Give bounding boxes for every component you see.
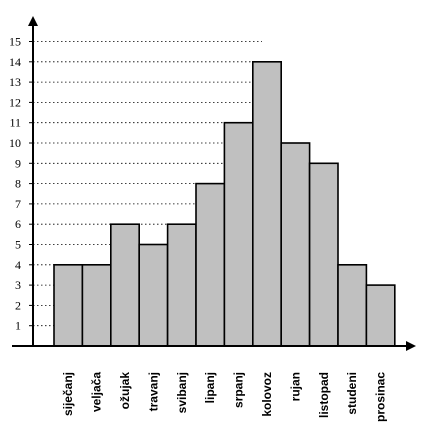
x-tick-label: kolovoz — [260, 372, 274, 417]
x-tick-label: lipanj — [203, 372, 217, 403]
y-tick-label: 10 — [9, 136, 21, 150]
y-tick-label: 3 — [15, 278, 21, 292]
y-tick-label: 4 — [15, 258, 21, 272]
bars — [53, 60, 396, 347]
y-tick-label: 8 — [15, 177, 21, 191]
bar-listopad — [308, 162, 339, 347]
y-tick-label: 11 — [9, 116, 21, 130]
axes — [12, 16, 416, 351]
bar-veljača — [81, 263, 112, 347]
y-tick-label: 7 — [15, 197, 21, 211]
x-axis-arrow-icon — [406, 341, 416, 351]
y-tick-label: 9 — [15, 156, 21, 170]
x-tick-label: travanj — [146, 372, 160, 411]
bar-travanj — [138, 243, 169, 347]
bar-rujan — [280, 142, 311, 347]
bar-lipanj — [195, 182, 226, 347]
x-tick-label: siječanj — [61, 372, 75, 416]
y-tick-label: 14 — [9, 55, 21, 69]
bar-siječanj — [53, 263, 84, 347]
bar-ožujak — [110, 223, 141, 347]
y-tick-label: 15 — [9, 35, 21, 49]
y-axis-arrow-icon — [28, 16, 38, 26]
bar-prosinac — [365, 284, 396, 347]
x-tick-label: ožujak — [118, 372, 132, 410]
x-tick-label: prosinac — [374, 372, 388, 422]
y-tick-label: 2 — [15, 298, 21, 312]
x-tick-label: svibanj — [175, 372, 189, 413]
y-tick-label: 13 — [9, 75, 21, 89]
bar-srpanj — [223, 121, 254, 347]
y-tick-label: 12 — [9, 95, 21, 109]
bar-kolovoz — [252, 60, 283, 347]
bar-svibanj — [166, 223, 197, 347]
x-tick-label: rujan — [288, 372, 302, 401]
x-tick-label: studeni — [345, 372, 359, 415]
x-tick-label: srpanj — [232, 372, 246, 408]
x-tick-label: listopad — [317, 372, 331, 418]
x-tick-labels: siječanj veljača ožujak travanj svibanj lipan… — [61, 372, 387, 422]
y-tick-label: 1 — [15, 319, 21, 333]
y-tick-label: 5 — [15, 238, 21, 252]
x-tick-label: veljača — [90, 372, 104, 412]
bar-studeni — [337, 263, 368, 347]
y-tick-label: 6 — [15, 217, 21, 231]
